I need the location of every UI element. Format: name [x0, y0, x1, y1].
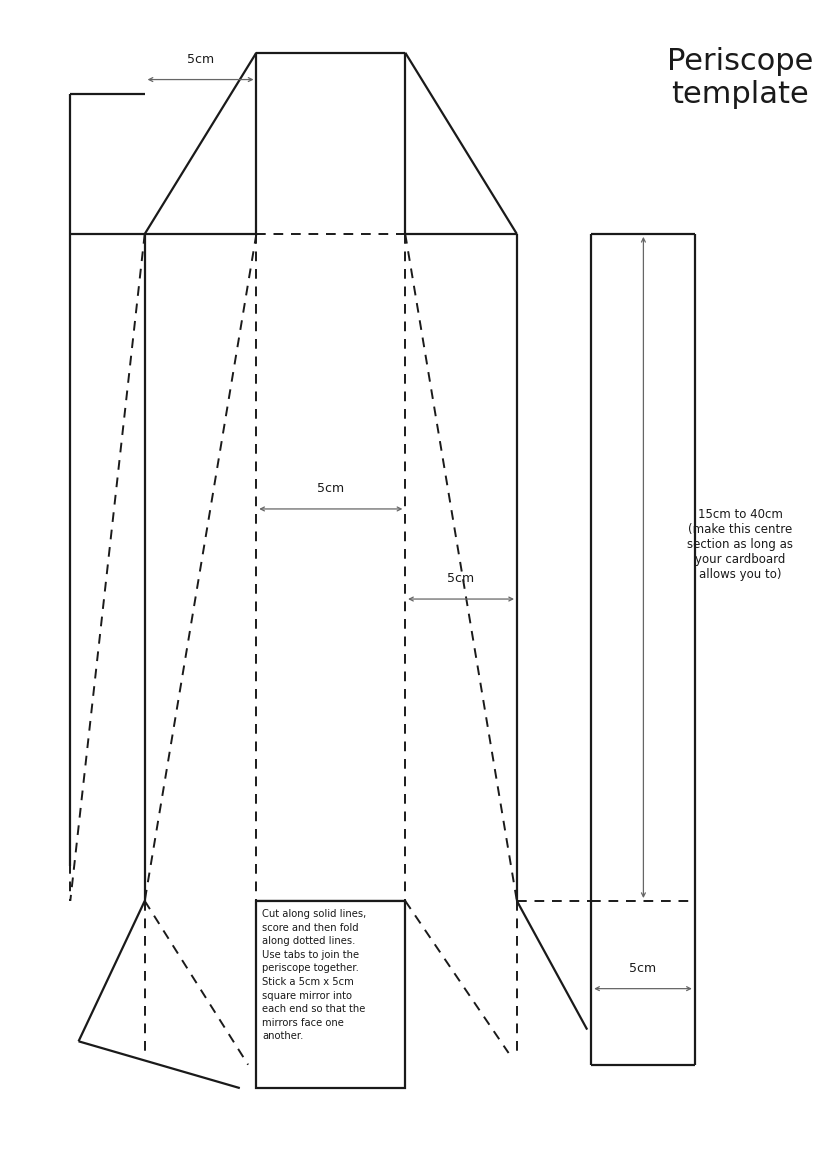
Text: Periscope
template: Periscope template [667, 47, 813, 110]
Text: 5cm: 5cm [187, 53, 214, 66]
Text: Cut along solid lines,
score and then fold
along dotted lines.
Use tabs to join : Cut along solid lines, score and then fo… [262, 909, 366, 1041]
Text: 5cm: 5cm [447, 572, 475, 585]
FancyBboxPatch shape [256, 901, 405, 1088]
Text: 5cm: 5cm [318, 482, 344, 495]
Text: 15cm to 40cm
(make this centre
section as long as
your cardboard
allows you to): 15cm to 40cm (make this centre section a… [687, 508, 793, 580]
Text: 5cm: 5cm [629, 962, 657, 975]
